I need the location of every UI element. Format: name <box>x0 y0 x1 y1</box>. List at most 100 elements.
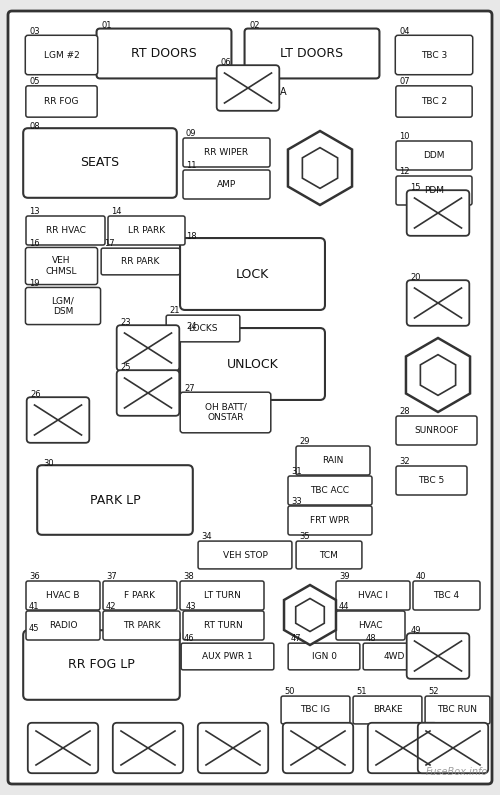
Text: RR FOG LP: RR FOG LP <box>68 658 135 672</box>
Text: 06: 06 <box>220 58 231 67</box>
FancyBboxPatch shape <box>363 643 425 670</box>
FancyBboxPatch shape <box>288 506 372 535</box>
Text: 40: 40 <box>416 572 426 581</box>
Text: 45: 45 <box>29 624 40 633</box>
Text: DDM: DDM <box>423 151 445 160</box>
Text: RR PARK: RR PARK <box>122 257 160 266</box>
Text: LT TURN: LT TURN <box>204 591 240 600</box>
FancyBboxPatch shape <box>288 476 372 505</box>
Text: 46: 46 <box>184 634 194 643</box>
Text: AMP: AMP <box>217 180 236 189</box>
Polygon shape <box>296 599 324 631</box>
Text: OH BATT/
ONSTAR: OH BATT/ ONSTAR <box>204 403 246 422</box>
FancyBboxPatch shape <box>26 86 97 117</box>
Text: LR PARK: LR PARK <box>128 226 165 235</box>
Polygon shape <box>406 338 470 412</box>
FancyBboxPatch shape <box>180 238 325 310</box>
Text: 19: 19 <box>29 279 40 288</box>
Text: 36: 36 <box>29 572 40 581</box>
Text: VEH STOP: VEH STOP <box>222 550 268 560</box>
Text: TCM: TCM <box>320 550 338 560</box>
FancyBboxPatch shape <box>180 392 271 432</box>
Text: RR FOG: RR FOG <box>44 97 79 106</box>
FancyBboxPatch shape <box>288 643 360 670</box>
FancyBboxPatch shape <box>28 723 98 774</box>
FancyBboxPatch shape <box>244 29 380 79</box>
Text: 13: 13 <box>29 207 40 216</box>
FancyBboxPatch shape <box>353 696 422 724</box>
Text: 01: 01 <box>101 21 112 30</box>
FancyBboxPatch shape <box>198 541 292 569</box>
FancyBboxPatch shape <box>116 370 180 416</box>
Text: 4WD: 4WD <box>384 652 404 661</box>
Text: 24: 24 <box>186 322 196 331</box>
FancyBboxPatch shape <box>418 723 488 774</box>
Text: 50: 50 <box>284 687 294 696</box>
FancyBboxPatch shape <box>396 176 472 205</box>
Polygon shape <box>420 355 456 395</box>
FancyBboxPatch shape <box>396 86 472 117</box>
FancyBboxPatch shape <box>406 633 470 679</box>
Text: 11: 11 <box>186 161 196 170</box>
Text: VEH
CHMSL: VEH CHMSL <box>46 256 77 276</box>
Text: 49: 49 <box>410 626 421 635</box>
Text: 17: 17 <box>104 239 115 248</box>
Text: 47: 47 <box>291 634 302 643</box>
Text: 26: 26 <box>30 390 41 399</box>
FancyBboxPatch shape <box>396 141 472 170</box>
Text: 03: 03 <box>29 27 40 36</box>
FancyBboxPatch shape <box>103 581 177 610</box>
Text: RT TURN: RT TURN <box>204 621 243 630</box>
FancyBboxPatch shape <box>166 315 240 342</box>
FancyBboxPatch shape <box>368 723 438 774</box>
FancyBboxPatch shape <box>26 288 101 324</box>
Text: HVAC: HVAC <box>358 621 383 630</box>
Text: IGN 0: IGN 0 <box>312 652 336 661</box>
Text: 37: 37 <box>106 572 117 581</box>
Text: 27: 27 <box>184 384 194 393</box>
FancyBboxPatch shape <box>23 630 180 700</box>
FancyBboxPatch shape <box>198 723 268 774</box>
FancyBboxPatch shape <box>396 416 477 445</box>
FancyBboxPatch shape <box>23 128 177 198</box>
FancyBboxPatch shape <box>283 723 353 774</box>
Text: 05: 05 <box>29 77 40 86</box>
Text: 28: 28 <box>399 407 409 416</box>
FancyBboxPatch shape <box>26 581 100 610</box>
FancyBboxPatch shape <box>26 216 105 245</box>
Text: 42: 42 <box>106 602 117 611</box>
Text: TBC 5: TBC 5 <box>418 476 444 485</box>
Text: 09: 09 <box>186 129 196 138</box>
Text: 18: 18 <box>186 232 196 241</box>
Text: TBC RUN: TBC RUN <box>438 705 478 715</box>
Text: TBC IG: TBC IG <box>300 705 330 715</box>
Polygon shape <box>302 148 338 188</box>
Text: 14: 14 <box>111 207 122 216</box>
FancyBboxPatch shape <box>336 581 410 610</box>
FancyBboxPatch shape <box>406 280 470 326</box>
Text: TBC 4: TBC 4 <box>434 591 460 600</box>
FancyBboxPatch shape <box>396 466 467 495</box>
Text: LOCKS: LOCKS <box>188 324 218 333</box>
Text: 21: 21 <box>169 306 179 315</box>
FancyBboxPatch shape <box>26 398 90 443</box>
Text: HVAC I: HVAC I <box>358 591 388 600</box>
FancyBboxPatch shape <box>183 138 270 167</box>
Text: RR WIPER: RR WIPER <box>204 148 248 157</box>
Text: PARK LP: PARK LP <box>90 494 140 506</box>
FancyBboxPatch shape <box>113 723 183 774</box>
FancyBboxPatch shape <box>180 328 325 400</box>
FancyBboxPatch shape <box>296 446 370 475</box>
FancyBboxPatch shape <box>26 247 98 285</box>
FancyBboxPatch shape <box>281 696 350 724</box>
Text: 34: 34 <box>201 532 211 541</box>
Text: 25: 25 <box>120 363 131 372</box>
FancyBboxPatch shape <box>103 611 180 640</box>
Polygon shape <box>288 131 352 205</box>
FancyBboxPatch shape <box>181 643 274 670</box>
Text: 39: 39 <box>339 572 349 581</box>
Text: 43: 43 <box>186 602 196 611</box>
FancyBboxPatch shape <box>101 248 180 275</box>
FancyBboxPatch shape <box>96 29 232 79</box>
Text: FuseBox.info: FuseBox.info <box>426 767 488 777</box>
